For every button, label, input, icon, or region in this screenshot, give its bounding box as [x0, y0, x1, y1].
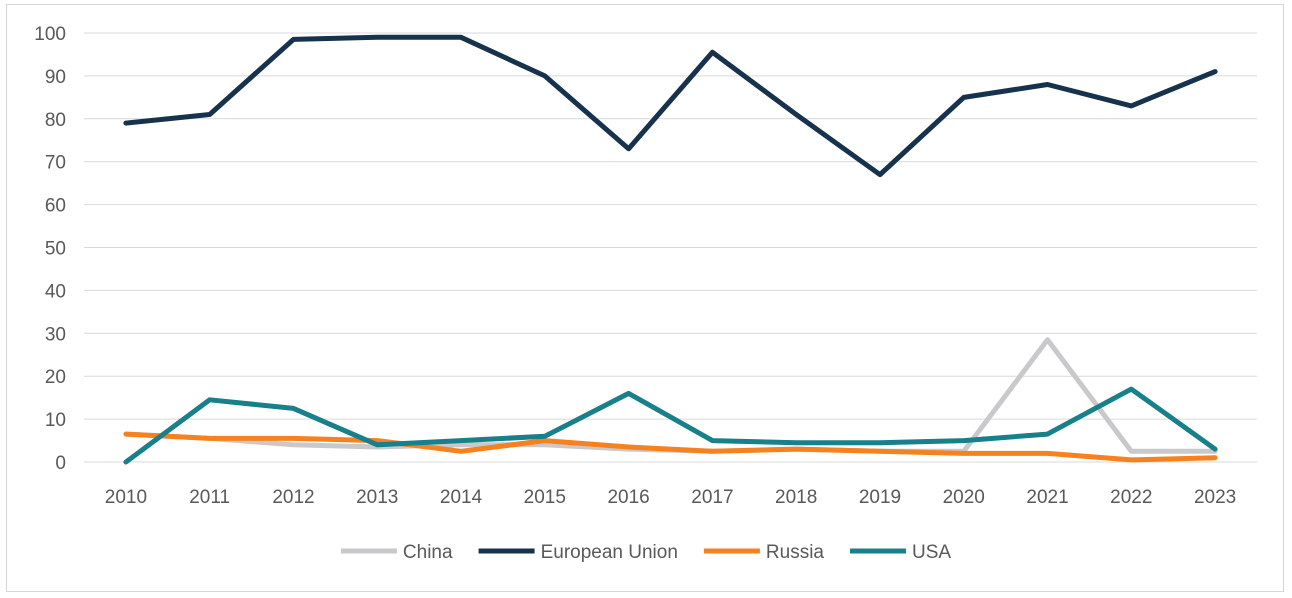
y-tick-label-30: 30: [45, 324, 66, 345]
legend-label-china: China: [403, 542, 453, 563]
y-tick-label-100: 100: [34, 24, 66, 45]
series-line-european-union: [123, 34, 1218, 178]
x-axis-ticks: 2010 2011 2012 2013 2014 2015 2016 2017 2018 2019…: [105, 487, 1236, 508]
x-tick-label-2022: 2022: [1110, 487, 1152, 508]
chart-frame: [6, 4, 1284, 592]
legend-item-china: China: [340, 542, 453, 563]
x-tick-label-2020: 2020: [943, 487, 985, 508]
y-tick-label-0: 0: [55, 453, 66, 474]
y-tick-label-20: 20: [45, 367, 66, 388]
y-axis-ticks: 0 10 20 30 40 50 60 70 80 90 100: [34, 24, 66, 474]
x-tick-label-2014: 2014: [440, 487, 483, 508]
legend-item-russia: Russia: [703, 542, 825, 563]
gridlines: [84, 32, 1257, 463]
x-tick-label-2015: 2015: [524, 487, 566, 508]
y-tick-label-90: 90: [45, 67, 66, 88]
series-line-russia: [123, 431, 1218, 463]
series-line-usa: [123, 386, 1218, 465]
legend-item-european-union: European Union: [478, 542, 678, 563]
x-tick-label-2021: 2021: [1026, 487, 1068, 508]
legend-item-usa: USA: [849, 542, 951, 563]
x-tick-label-2010: 2010: [105, 487, 147, 508]
x-tick-label-2017: 2017: [691, 487, 733, 508]
legend-label-usa: USA: [912, 542, 951, 563]
y-tick-label-70: 70: [45, 153, 66, 174]
series-lines: [123, 34, 1218, 465]
x-tick-label-2013: 2013: [356, 487, 398, 508]
x-tick-label-2018: 2018: [775, 487, 817, 508]
y-tick-label-10: 10: [45, 410, 66, 431]
x-tick-label-2012: 2012: [272, 487, 314, 508]
y-tick-label-60: 60: [45, 196, 66, 217]
x-tick-label-2011: 2011: [189, 487, 230, 508]
legend: China European Union Russia USA: [340, 542, 951, 563]
x-tick-label-2016: 2016: [607, 487, 649, 508]
y-tick-label-80: 80: [45, 110, 66, 131]
legend-label-european-union: European Union: [541, 542, 678, 563]
x-tick-label-2019: 2019: [859, 487, 901, 508]
y-tick-label-40: 40: [45, 281, 66, 302]
y-tick-label-50: 50: [45, 239, 66, 260]
legend-label-russia: Russia: [766, 542, 825, 563]
x-tick-label-2023: 2023: [1194, 487, 1236, 508]
